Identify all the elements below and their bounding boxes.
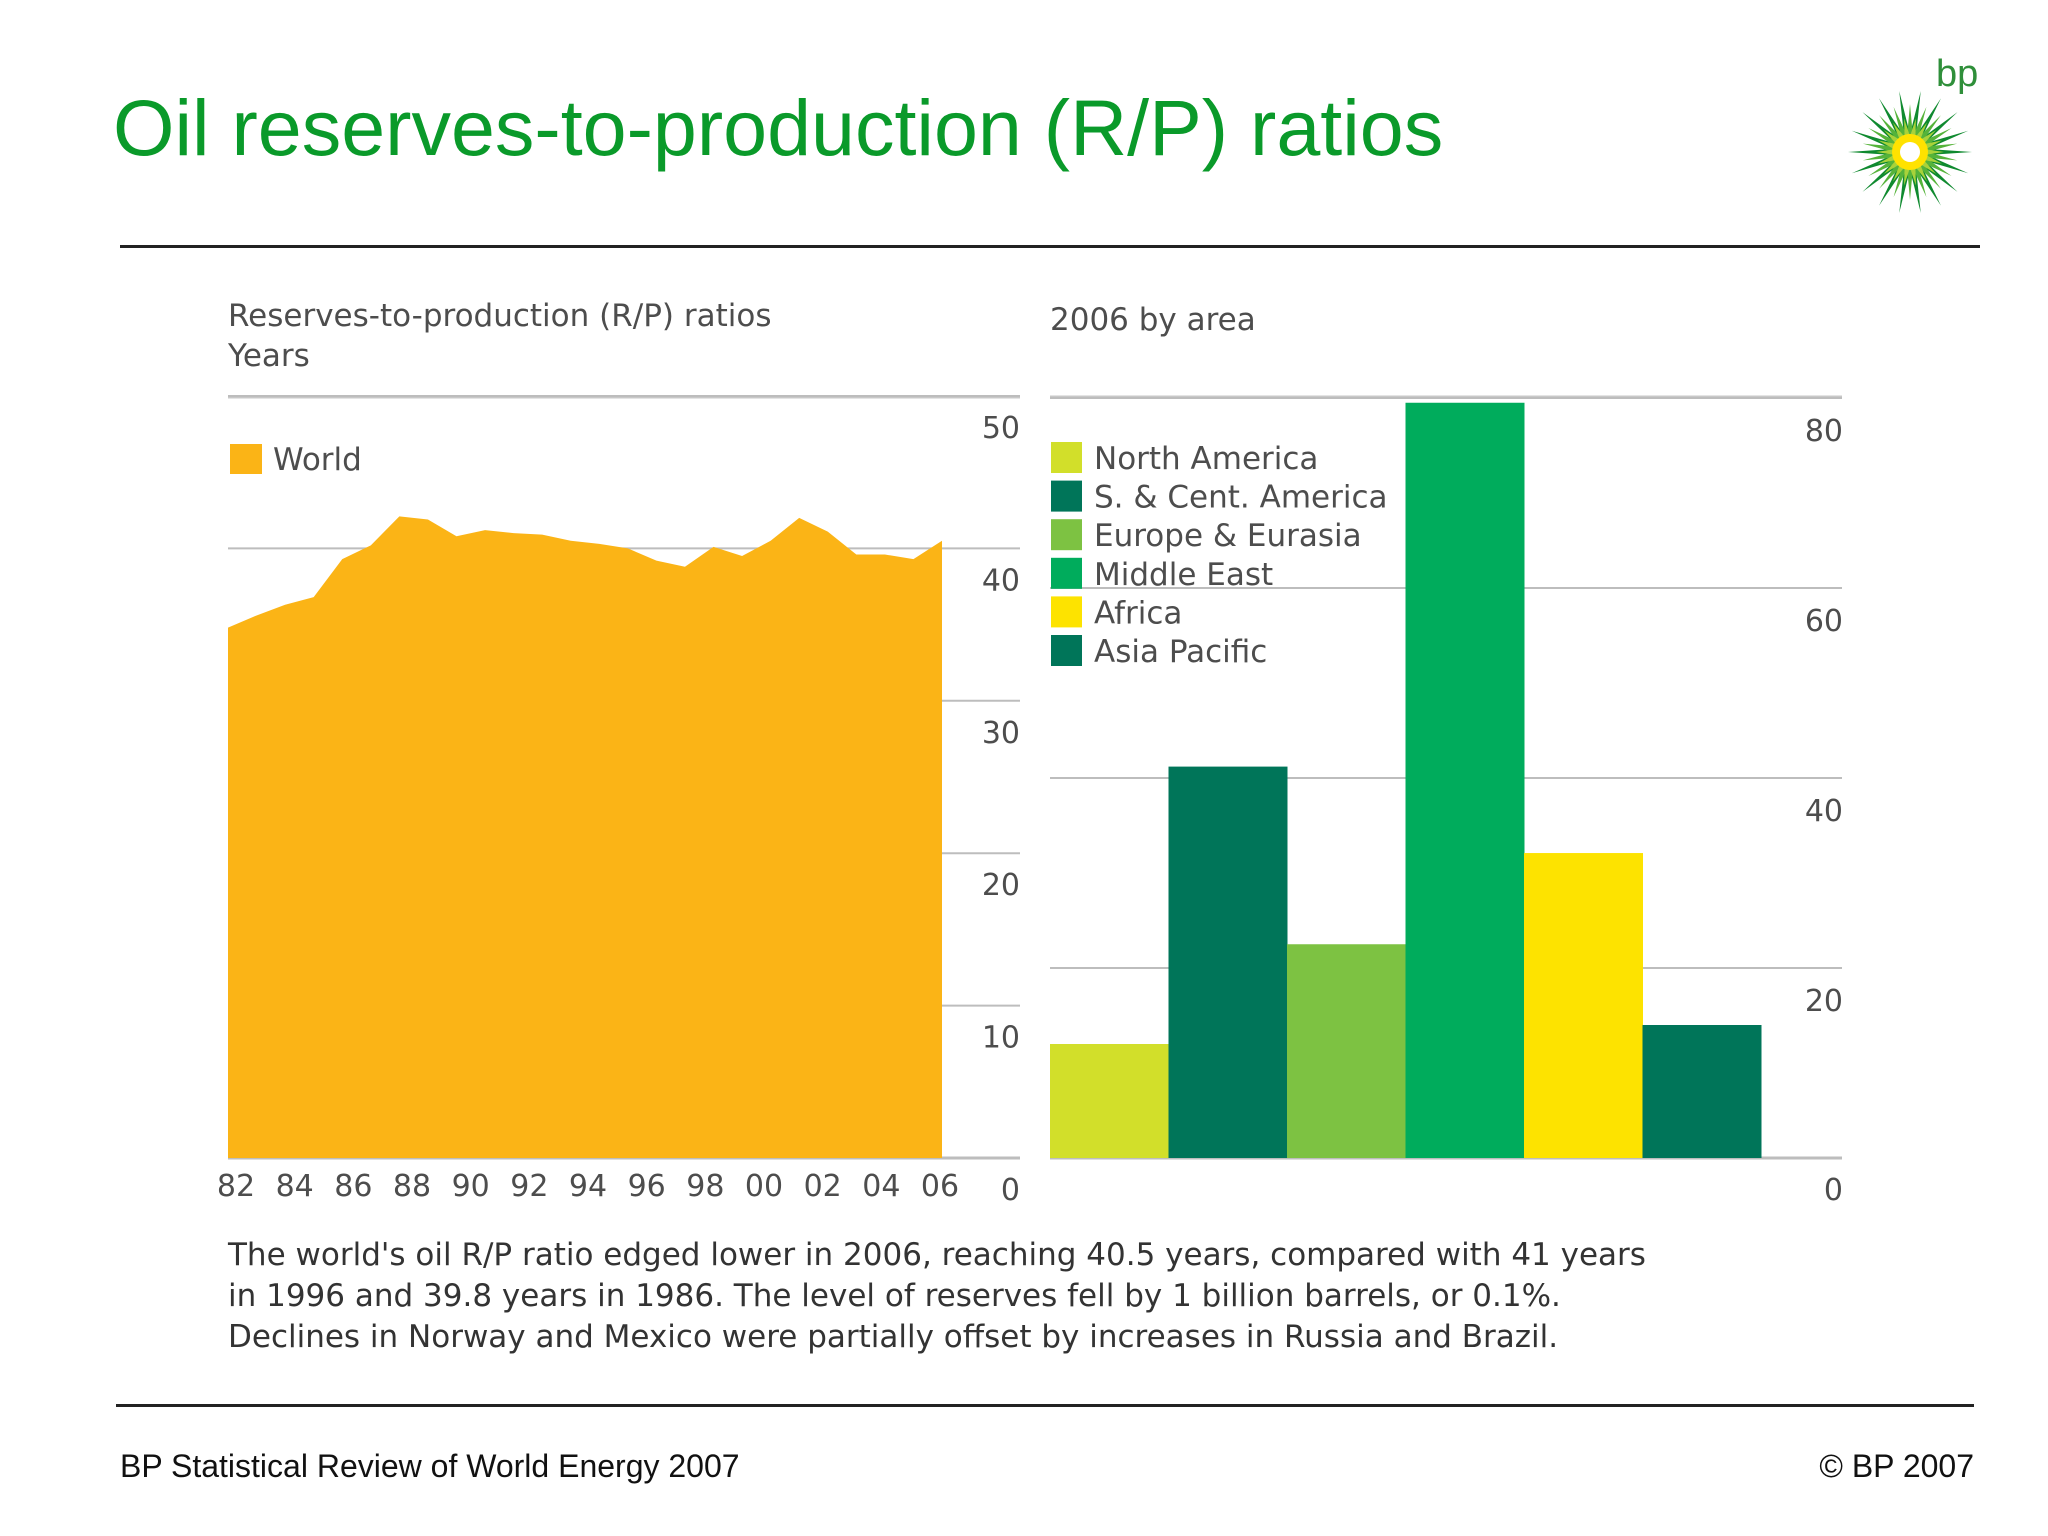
left-x-tick-label: 00 [745, 1169, 783, 1204]
right-y-tick-label: 80 [1805, 414, 1843, 449]
left-x-tick-label: 04 [862, 1169, 900, 1204]
left-x-tick-label: 98 [686, 1169, 724, 1204]
footer-source: BP Statistical Review of World Energy 20… [120, 1448, 740, 1484]
left-x-tick-label: 94 [569, 1169, 607, 1204]
legend-label: S. & Cent. America [1094, 480, 1388, 516]
legend-swatch [1051, 519, 1082, 551]
left-x-tick-label: 92 [510, 1169, 548, 1204]
legend-swatch [1051, 480, 1082, 512]
left-chart-title: Reserves-to-production (R/P) ratios [228, 298, 771, 334]
rp-ratio-area-chart: Reserves-to-production (R/P) ratios Year… [217, 298, 1020, 1208]
chart-caption: The world's oil R/P ratio edged lower in… [228, 1235, 1788, 1358]
legend-label: Middle East [1094, 557, 1273, 593]
left-x-axis-labels: 82 84 86 88 90 92 94 96 98 00 02 04 06 [217, 1169, 959, 1204]
legend-swatch-world [230, 444, 262, 474]
left-x-tick-label: 02 [804, 1169, 842, 1204]
left-x-tick-label: 84 [276, 1169, 314, 1204]
bar-europe-eurasia [1287, 944, 1406, 1158]
legend-label-world: World [273, 442, 362, 478]
left-y-tick-label: 40 [982, 563, 1020, 598]
bar-asia-pacific [1642, 1025, 1762, 1158]
bar-north-america [1050, 1044, 1169, 1158]
left-chart-subtitle: Years [227, 338, 310, 374]
right-chart-title: 2006 by area [1050, 302, 1256, 338]
top-divider [120, 245, 1980, 248]
legend-label: Europe & Eurasia [1094, 518, 1362, 554]
bar-middle-east [1405, 402, 1525, 1158]
left-x-tick-label: 82 [217, 1169, 255, 1204]
left-y-tick-label: 50 [982, 411, 1020, 446]
logo-center [1900, 142, 1920, 162]
left-x-tick-label: 96 [628, 1169, 666, 1204]
world-area-series [228, 516, 942, 1158]
left-x-tick-label: 06 [921, 1169, 959, 1204]
legend-swatch [1051, 442, 1082, 473]
right-y-tick-label: 20 [1805, 984, 1843, 1019]
caption-line: in 1996 and 39.8 years in 1986. The leve… [228, 1278, 1561, 1314]
legend-label: Africa [1094, 595, 1182, 631]
bar-s-cent-america [1168, 766, 1288, 1158]
left-y-tick-label: 20 [982, 868, 1020, 903]
left-y-axis-labels: 0 10 20 30 40 50 [982, 411, 1020, 1208]
caption-line: The world's oil R/P ratio edged lower in… [228, 1237, 1646, 1273]
caption-line: Declines in Norway and Mexico were parti… [228, 1319, 1559, 1355]
left-x-tick-label: 90 [452, 1169, 490, 1204]
bar-africa [1524, 853, 1643, 1158]
right-y-tick-label: 40 [1805, 794, 1843, 829]
legend-label: Asia Pacific [1094, 634, 1267, 670]
legend-swatch [1051, 557, 1082, 589]
left-y-tick-label: 0 [1001, 1173, 1020, 1208]
legend-label: North America [1094, 441, 1318, 477]
logo-text: bp [1936, 53, 1978, 95]
slide-title: Oil reserves-to-production (R/P) ratios [113, 83, 1444, 172]
left-x-tick-label: 88 [393, 1169, 431, 1204]
left-y-tick-label: 10 [982, 1021, 1020, 1056]
area-bars [1050, 402, 1762, 1158]
right-y-axis-labels: 0 20 40 60 80 [1805, 414, 1843, 1208]
right-y-tick-label: 60 [1805, 604, 1843, 639]
helios-sunburst [1848, 90, 1972, 214]
footer-copyright: © BP 2007 [1819, 1448, 1974, 1484]
left-x-tick-label: 86 [334, 1169, 372, 1204]
charts: Reserves-to-production (R/P) ratios Year… [217, 298, 1843, 1208]
right-y-tick-label: 0 [1824, 1173, 1843, 1208]
bp-logo-icon: bp [1848, 53, 1978, 214]
legend-swatch [1051, 635, 1082, 666]
legend-swatch [1051, 596, 1082, 628]
left-y-tick-label: 30 [982, 716, 1020, 751]
bottom-divider [116, 1404, 1974, 1407]
